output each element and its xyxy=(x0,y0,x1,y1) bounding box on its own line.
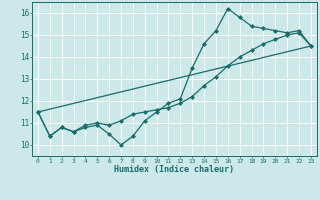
X-axis label: Humidex (Indice chaleur): Humidex (Indice chaleur) xyxy=(115,165,234,174)
